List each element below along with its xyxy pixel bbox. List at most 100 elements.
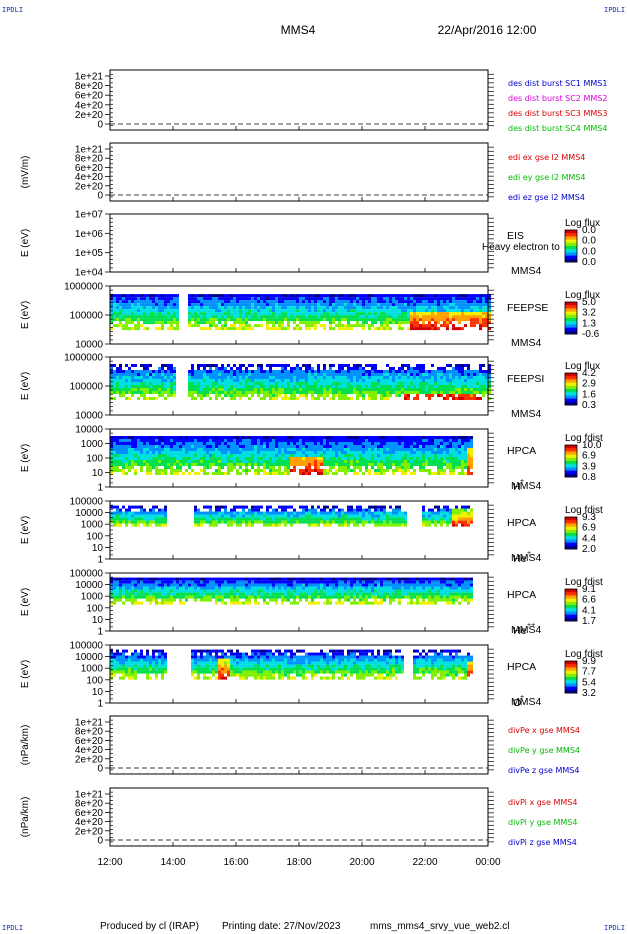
spectrogram-cell bbox=[401, 520, 404, 524]
spectrogram-cell bbox=[353, 309, 356, 313]
spectrogram-cell bbox=[137, 318, 140, 322]
spectrogram-cell bbox=[284, 436, 287, 439]
spectrogram-cell bbox=[278, 457, 281, 460]
spectrogram-cell bbox=[404, 385, 407, 388]
spectrogram-cell bbox=[197, 460, 200, 463]
spectrogram-cell bbox=[203, 327, 206, 331]
spectrogram-cell bbox=[209, 309, 212, 313]
spectrogram-cell bbox=[119, 364, 122, 367]
spectrogram-cell bbox=[461, 367, 464, 370]
spectrogram-cell bbox=[314, 385, 317, 388]
spectrogram-cell bbox=[287, 469, 290, 472]
spectrogram-cell bbox=[443, 312, 446, 316]
spectrogram-cell bbox=[377, 466, 380, 469]
spectrogram-cell bbox=[452, 454, 455, 457]
spectrogram-cell bbox=[275, 520, 278, 524]
spectrogram-cell bbox=[380, 315, 383, 319]
spectrogram-cell bbox=[467, 312, 470, 316]
y-tick-label: 4e+20 bbox=[75, 100, 104, 111]
spectrogram-cell bbox=[452, 379, 455, 382]
colorbar-band bbox=[565, 311, 577, 316]
spectrogram-cell bbox=[461, 318, 464, 322]
spectrogram-cell bbox=[269, 327, 272, 331]
spectrogram-cell bbox=[287, 324, 290, 328]
spectrogram-cell bbox=[287, 391, 290, 394]
spectrogram-cell bbox=[209, 303, 212, 307]
spectrogram-cell bbox=[446, 448, 449, 451]
spectrogram-cell bbox=[425, 297, 428, 301]
spectrogram-cell bbox=[401, 373, 404, 376]
spectrogram-cell bbox=[239, 382, 242, 385]
spectrogram-cell bbox=[176, 306, 179, 310]
colorbar-band bbox=[565, 454, 577, 459]
spectrogram-cell bbox=[308, 391, 311, 394]
spectrogram-cell bbox=[305, 306, 308, 310]
spectrogram-cell bbox=[173, 318, 176, 322]
spectrogram-cell bbox=[245, 514, 248, 518]
spectrogram-cell bbox=[110, 373, 113, 376]
spectrogram-cell bbox=[266, 463, 269, 466]
spectrogram-cell bbox=[263, 297, 266, 301]
spectrogram-cell bbox=[470, 379, 473, 382]
spectrogram-cell bbox=[110, 514, 113, 518]
spectrogram-cell bbox=[359, 385, 362, 388]
spectrogram-cell bbox=[398, 324, 401, 328]
spectrogram-cell bbox=[323, 297, 326, 301]
spectrogram-cell bbox=[395, 508, 398, 512]
spectrogram-cell bbox=[359, 454, 362, 457]
spectrogram-cell bbox=[317, 511, 320, 515]
spectrogram-cell bbox=[482, 324, 485, 328]
spectrogram-cell bbox=[239, 457, 242, 460]
y-tick-label: 10000 bbox=[75, 425, 103, 436]
spectrogram-cell bbox=[119, 324, 122, 328]
spectrogram-cell bbox=[455, 442, 458, 445]
y-tick-label: 1e+04 bbox=[75, 268, 104, 279]
spectrogram-cell bbox=[461, 312, 464, 316]
spectrogram-cell bbox=[458, 379, 461, 382]
instrument-label: FEEPSE bbox=[507, 302, 548, 314]
spectrogram-cell bbox=[221, 297, 224, 301]
spectrogram-cell bbox=[314, 318, 317, 322]
spectrogram-cell bbox=[410, 451, 413, 454]
spectrogram-cell bbox=[218, 514, 221, 518]
spectrogram-cell bbox=[272, 379, 275, 382]
spectrogram-cell bbox=[122, 324, 125, 328]
spectrogram-cell bbox=[317, 370, 320, 373]
spectrogram-cell bbox=[122, 303, 125, 307]
spectrogram-cell bbox=[218, 370, 221, 373]
spectrogram-cell bbox=[455, 379, 458, 382]
spectrogram-cell bbox=[476, 373, 479, 376]
spectrogram-cell bbox=[212, 391, 215, 394]
spectrogram-cell bbox=[311, 445, 314, 448]
spectrogram-cell bbox=[335, 442, 338, 445]
spectrogram-cell bbox=[365, 312, 368, 316]
spectrogram-cell bbox=[281, 463, 284, 466]
spectrogram-cell bbox=[110, 321, 113, 325]
spectrogram-cell bbox=[158, 451, 161, 454]
spectrogram-cell bbox=[425, 327, 428, 331]
spectrogram-cell bbox=[332, 439, 335, 442]
spectrogram-cell bbox=[440, 309, 443, 313]
spectrogram-cell bbox=[353, 445, 356, 448]
spectrogram-cell bbox=[416, 318, 419, 322]
spectrogram-cell bbox=[314, 321, 317, 325]
spectrogram-cell bbox=[293, 457, 296, 460]
spectrogram-cell bbox=[224, 463, 227, 466]
spectrogram-cell bbox=[227, 448, 230, 451]
spectrogram-cell bbox=[239, 436, 242, 439]
spectrogram-cell bbox=[149, 364, 152, 367]
spectrogram-cell bbox=[356, 379, 359, 382]
spectrogram-cell bbox=[251, 388, 254, 391]
spectrogram-cell bbox=[389, 514, 392, 518]
spectrogram-cell bbox=[374, 460, 377, 463]
spectrogram-cell bbox=[422, 439, 425, 442]
spectrogram-cell bbox=[275, 373, 278, 376]
spectrogram-cell bbox=[407, 382, 410, 385]
spectrogram-cell bbox=[458, 315, 461, 319]
spectrogram-cell bbox=[425, 463, 428, 466]
spectrogram-cell bbox=[128, 327, 131, 331]
spectrogram-cell bbox=[260, 520, 263, 524]
spectrogram-cell bbox=[341, 364, 344, 367]
spectrogram-cell bbox=[125, 460, 128, 463]
spectrogram-cell bbox=[296, 439, 299, 442]
